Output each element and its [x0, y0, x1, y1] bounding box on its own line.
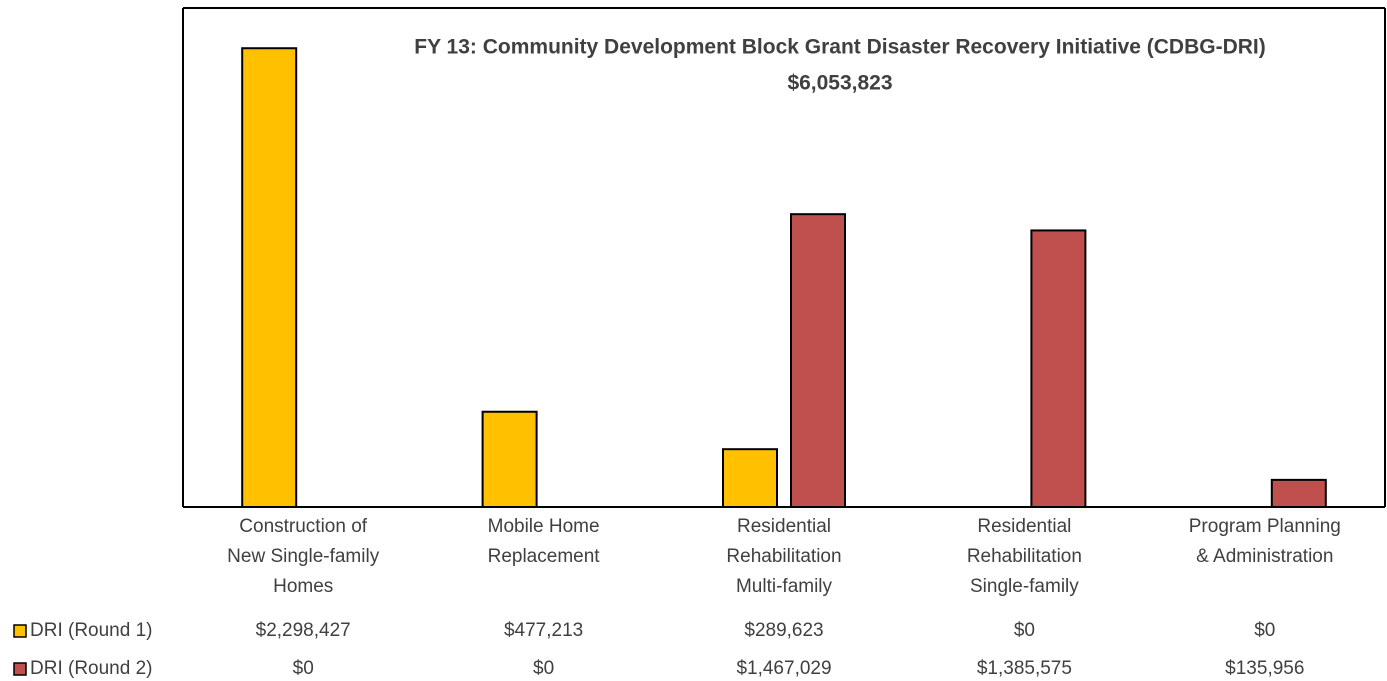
- table-value: $2,298,427: [256, 620, 351, 641]
- x-tick-label: Construction of New Single-family Homes: [227, 516, 380, 597]
- x-tick-label: Residential Rehabilitation Single-family: [966, 516, 1082, 597]
- table-value: $289,623: [744, 620, 823, 641]
- x-tick-label: Residential Rehabilitation Multi-family: [726, 516, 842, 597]
- bar: [241, 47, 298, 508]
- table-value: $135,956: [1225, 658, 1304, 679]
- table-value: $477,213: [504, 620, 583, 641]
- chart-title: FY 13: Community Development Block Grant…: [414, 36, 1265, 59]
- legend-label: DRI (Round 2): [30, 658, 153, 679]
- bar: [722, 448, 778, 509]
- x-tick-label: Mobile Home Replacement: [487, 516, 600, 567]
- table-value: $0: [1014, 620, 1035, 641]
- table-value: $0: [293, 658, 314, 679]
- table-value: $1,467,029: [736, 658, 831, 679]
- legend-swatch: [13, 662, 27, 676]
- chart-subtitle: $6,053,823: [787, 72, 892, 95]
- legend-swatch: [13, 624, 27, 638]
- x-tick-label: Program Planning & Administration: [1188, 516, 1341, 567]
- table-value: $0: [533, 658, 554, 679]
- bar: [1030, 229, 1087, 508]
- legend-label: DRI (Round 1): [30, 620, 153, 641]
- table-value: $1,385,575: [977, 658, 1072, 679]
- bar: [790, 213, 846, 509]
- bar: [1270, 478, 1327, 509]
- table-value: $0: [1254, 620, 1275, 641]
- bar: [481, 410, 538, 509]
